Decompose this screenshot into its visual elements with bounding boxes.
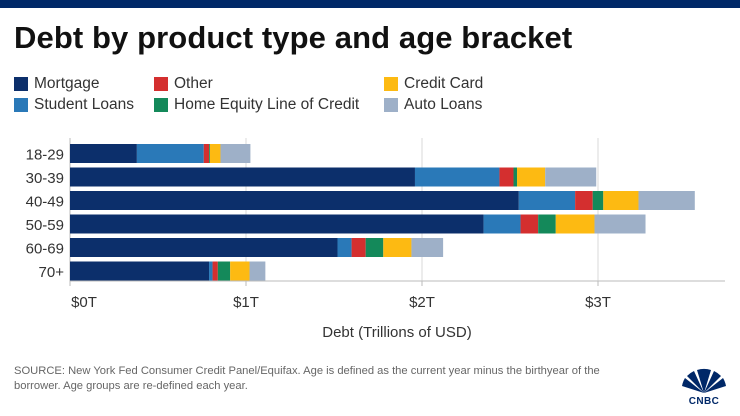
x-axis-title: Debt (Trillions of USD) (322, 324, 471, 341)
legend-item-credit-card: Credit Card (384, 74, 483, 94)
bar-segment (70, 238, 338, 257)
peacock-icon (682, 368, 726, 393)
bar-segment (592, 191, 604, 210)
bar-chart: 18-29 30-39 40-49 50-59 60-69 70+ $0T $1T $2T $3T… (26, 138, 725, 341)
bar-segment (594, 214, 646, 234)
bar-segment (230, 261, 250, 281)
legend-swatch (14, 77, 28, 91)
chart-title: Debt by product type and age bracket (14, 20, 573, 55)
x-tick-label: $1T (233, 294, 259, 311)
x-tick-label: $3T (585, 294, 611, 311)
bar-segment (520, 214, 539, 234)
source-note: SOURCE: New York Fed Consumer Credit Pan… (14, 365, 600, 392)
bar-segment (638, 191, 695, 210)
bar-segment (70, 261, 210, 281)
x-tick-label: $2T (409, 294, 435, 311)
y-tick-label: 50-59 (26, 217, 64, 234)
legend-label: Other (174, 75, 213, 92)
top-accent-bar (0, 0, 740, 8)
legend-swatch (154, 98, 168, 112)
legend: Mortgage Student Loans Other Home Equity… (14, 74, 574, 118)
legend-item-other: Other (154, 74, 213, 94)
y-tick-label: 70+ (39, 264, 65, 281)
legend-swatch (384, 77, 398, 91)
legend-item-heloc: Home Equity Line of Credit (154, 95, 359, 115)
bar-segment (365, 238, 384, 257)
bar-segment (249, 261, 266, 281)
legend-label: Auto Loans (404, 96, 483, 113)
bar-segment (209, 144, 210, 163)
bar-segment (220, 144, 251, 163)
cnbc-logo-text: CNBC (688, 396, 720, 407)
legend-label: Mortgage (34, 75, 100, 92)
bar-segment (538, 214, 556, 234)
bar-segment (70, 214, 484, 234)
legend-swatch (14, 98, 28, 112)
y-tick-label: 30-39 (26, 170, 64, 187)
y-tick-label: 40-49 (26, 194, 64, 211)
bar-segment (209, 144, 221, 163)
legend-label: Student Loans (34, 96, 134, 113)
bar-segment (136, 144, 204, 163)
legend-item-auto-loans: Auto Loans (384, 95, 482, 115)
bar-segment (575, 191, 593, 210)
bar-segment (217, 261, 231, 281)
bar-segment (411, 238, 444, 257)
bar-segment (513, 167, 518, 187)
legend-label: Credit Card (404, 75, 484, 92)
bar-segment (603, 191, 639, 210)
bar-segment (383, 238, 412, 257)
bar-segment (351, 238, 366, 257)
bar-segment (518, 191, 576, 210)
bar-segment (545, 167, 597, 187)
bar-segment (483, 214, 521, 234)
bar-segment (70, 167, 415, 187)
bar-segment (70, 144, 137, 163)
bar-segment (517, 167, 546, 187)
cnbc-logo: CNBC (676, 362, 732, 408)
bar-segment (209, 261, 213, 281)
y-tick-label: 18-29 (26, 147, 64, 164)
legend-swatch (154, 77, 168, 91)
bar-segment (499, 167, 514, 187)
x-tick-label: $0T (71, 294, 97, 311)
bar-segment (337, 238, 352, 257)
legend-swatch (384, 98, 398, 112)
bar-segment (70, 191, 519, 210)
bar-segment (414, 167, 500, 187)
bar-segment (203, 144, 210, 163)
legend-item-mortgage: Mortgage (14, 74, 99, 94)
legend-item-student-loans: Student Loans (14, 95, 134, 115)
legend-label: Home Equity Line of Credit (174, 96, 360, 113)
y-tick-label: 60-69 (26, 241, 64, 258)
bar-segment (555, 214, 595, 234)
bar-segment (212, 261, 218, 281)
